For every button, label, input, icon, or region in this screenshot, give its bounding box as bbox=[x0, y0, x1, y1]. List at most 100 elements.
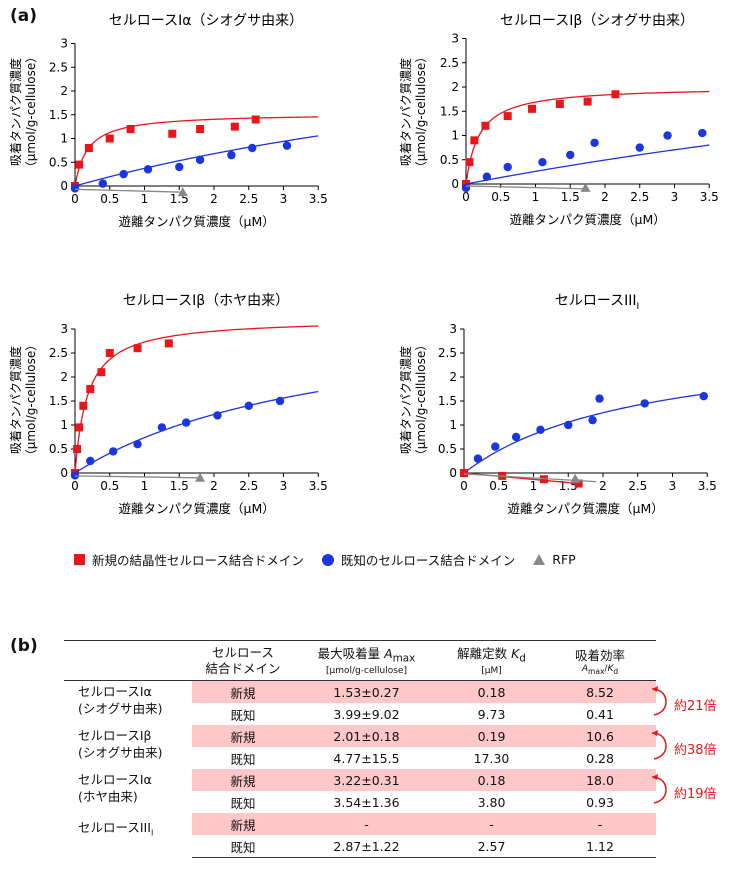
y-tick-label: 1.5 bbox=[440, 104, 459, 118]
data-point-circle bbox=[182, 418, 191, 427]
data-point-square bbox=[75, 423, 84, 432]
chart-2: セルロースIβ（シオグサ由来） 0 0.5 1 1.5 2 2.5 3 0 0.5 1 1.5 2 2.5… bbox=[398, 13, 719, 227]
sample-origin: (シオグサ由来) bbox=[78, 701, 163, 716]
data-point-square bbox=[481, 121, 490, 130]
y-axis-label: 吸着タンパク質濃度（μmol/g-cellulose） bbox=[8, 339, 38, 462]
x-tick-label: 2.5 bbox=[239, 192, 258, 206]
header-amax-unit: [μmol/g-cellulose] bbox=[326, 666, 407, 676]
domain-type: 新規 bbox=[192, 813, 294, 835]
x-tick-label: 3.5 bbox=[309, 192, 328, 206]
header-eff-ksub: d bbox=[613, 667, 619, 676]
header-eff-a: A bbox=[581, 664, 589, 675]
data-point-triangle bbox=[177, 187, 188, 197]
data-point-circle bbox=[244, 401, 253, 410]
sample-sub: I bbox=[150, 828, 154, 838]
x-tick-label: 3.5 bbox=[309, 479, 328, 493]
sample-name: セルロースIα bbox=[78, 684, 152, 699]
table-row: 既知 2.87±1.22 2.57 1.12 bbox=[64, 835, 656, 858]
chart-title: セルロースIα（シオグサ由来） bbox=[109, 13, 303, 29]
x-tick-label: 3 bbox=[671, 190, 679, 204]
header-domain-2: 結合ドメイン bbox=[205, 661, 281, 676]
header-domain-1: セルロース bbox=[212, 645, 274, 660]
x-tick-label: 0 bbox=[71, 479, 79, 493]
header-eff-asub: max bbox=[588, 667, 605, 676]
table-row: セルロースIα (ホヤ由来) 新規 3.22±0.31 0.18 18.0 bbox=[64, 769, 656, 804]
data-point-circle bbox=[119, 169, 128, 179]
table-header-row: セルロース 結合ドメイン 最大吸着量 Amax [μmol/g-cellulose]… bbox=[64, 640, 656, 681]
table-row: 既知 4.77±15.5 17.30 0.28 bbox=[64, 747, 656, 769]
fit-curve bbox=[74, 116, 319, 187]
amax-value: 4.77±15.5 bbox=[333, 750, 400, 766]
y-tick-label: 1 bbox=[60, 418, 68, 432]
blue-circle-icon bbox=[321, 553, 334, 566]
data-point-square bbox=[611, 90, 620, 99]
y-tick-label: 2.5 bbox=[49, 346, 68, 360]
data-point-circle bbox=[511, 432, 521, 442]
fit-curve bbox=[74, 325, 319, 474]
sample-cell: セルロースIα (シオグサ由来) bbox=[64, 681, 192, 726]
data-point-circle bbox=[133, 440, 142, 449]
x-tick-label: 1 bbox=[532, 190, 540, 204]
x-tick-label: 1 bbox=[141, 192, 149, 206]
header-kd: 解離定数 Kd [μM] bbox=[439, 641, 544, 681]
data-point-square bbox=[503, 112, 512, 121]
data-point-square bbox=[583, 97, 592, 106]
y-tick-label: 1.5 bbox=[49, 394, 68, 408]
kd-value: 0.18 bbox=[439, 680, 544, 703]
data-point-circle bbox=[538, 157, 547, 167]
legend-rfp-label: RFP bbox=[552, 552, 576, 567]
data-point-square bbox=[164, 339, 173, 348]
data-point-circle bbox=[109, 447, 118, 456]
data-point-circle bbox=[157, 423, 167, 432]
data-point-square bbox=[105, 349, 114, 357]
ratio-label-1: 約21倍 bbox=[674, 699, 717, 714]
x-tick-label: 2.5 bbox=[628, 479, 647, 493]
y-tick-label: 2.5 bbox=[49, 60, 68, 74]
table-row: 既知 3.54±1.36 3.80 0.93 bbox=[64, 791, 656, 813]
data-point-square bbox=[168, 129, 177, 138]
fit-curve bbox=[74, 135, 319, 187]
y-tick-label: 0.5 bbox=[438, 442, 457, 456]
x-tick-label: 3.5 bbox=[700, 190, 719, 204]
sample-origin: (ホヤ由来) bbox=[78, 789, 138, 804]
y-tick-label: 3 bbox=[60, 37, 68, 51]
data-point-square bbox=[133, 344, 142, 353]
x-tick-label: 3 bbox=[669, 479, 677, 493]
amax-value: 3.22±0.31 bbox=[294, 769, 439, 791]
efficiency-value: 0.41 bbox=[586, 706, 614, 722]
x-tick-label: 0.5 bbox=[489, 479, 508, 493]
kd-value: 0.18 bbox=[439, 769, 544, 791]
data-point-circle bbox=[86, 456, 95, 466]
sample-name: セルロースIII bbox=[78, 820, 151, 835]
y-tick-label: 2 bbox=[449, 370, 457, 384]
kd-value: 3.80 bbox=[477, 794, 506, 810]
isotherm-charts: セルロースIα（シオグサ由来） 0 0.5 1 1.5 2 2.5 3 0 0.5 1 1.5 2 2.5… bbox=[8, 13, 719, 516]
domain-type: 新規 bbox=[192, 680, 294, 703]
header-amax-sub: max bbox=[392, 652, 416, 664]
data-point-square bbox=[105, 134, 114, 143]
amax-value: 3.99±9.02 bbox=[333, 706, 400, 722]
y-tick-label: 2 bbox=[60, 84, 68, 98]
header-eff-main: 吸着効率 bbox=[574, 648, 625, 664]
data-point-circle bbox=[98, 179, 108, 188]
header-amax-main: 最大吸着量 bbox=[317, 645, 385, 661]
sample-cell: セルロースIIII bbox=[64, 813, 192, 858]
data-point-circle bbox=[213, 411, 222, 420]
kd-value: 17.30 bbox=[473, 750, 510, 766]
sample-name: セルロースIα bbox=[78, 772, 152, 787]
y-tick-label: 3 bbox=[60, 322, 68, 336]
header-eff-slash: / bbox=[604, 664, 608, 675]
header-kd-main: 解離定数 bbox=[457, 645, 512, 661]
y-tick-label: 0 bbox=[451, 177, 459, 191]
x-tick-label: 2 bbox=[210, 479, 218, 493]
ratio-arrowhead-3 bbox=[652, 774, 658, 780]
ratio-bracket-1 bbox=[651, 688, 667, 716]
legend-known-label: 既知のセルロース結合ドメイン bbox=[340, 553, 516, 568]
domain-type: 既知 bbox=[230, 751, 256, 767]
x-tick-label: 0 bbox=[71, 192, 79, 206]
y-tick-label: 0.5 bbox=[440, 153, 459, 167]
data-point-square bbox=[196, 125, 205, 133]
data-point-circle bbox=[461, 183, 471, 193]
kd-value: 9.73 bbox=[477, 706, 506, 722]
data-point-circle bbox=[248, 143, 257, 153]
